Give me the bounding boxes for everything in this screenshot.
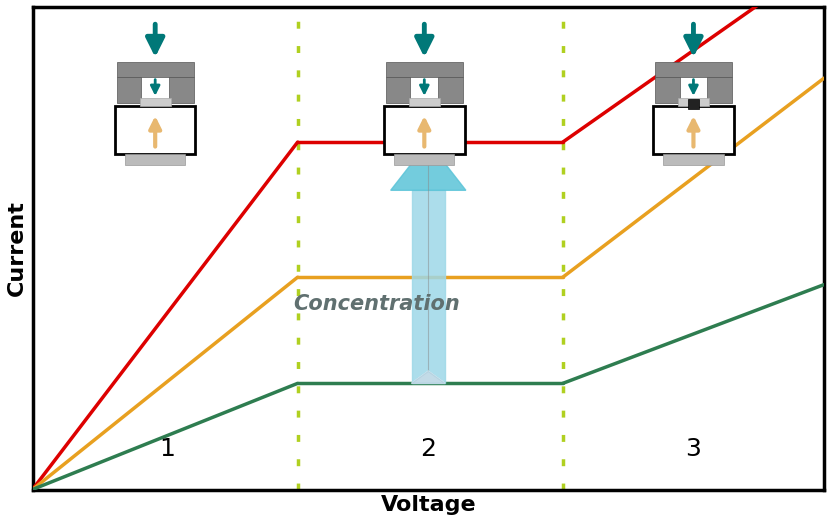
Polygon shape	[411, 191, 445, 383]
Bar	[117, 77, 141, 103]
Bar	[125, 154, 185, 165]
Bar	[384, 106, 465, 154]
Bar	[653, 106, 734, 154]
Bar	[707, 77, 732, 103]
Text: 3: 3	[686, 436, 701, 460]
Polygon shape	[411, 371, 445, 383]
Bar	[170, 77, 194, 103]
X-axis label: Voltage: Voltage	[381, 495, 476, 515]
Text: Concentration: Concentration	[293, 294, 460, 314]
Polygon shape	[391, 142, 466, 191]
Bar	[386, 63, 463, 77]
Bar	[115, 106, 195, 154]
Y-axis label: Current: Current	[7, 200, 27, 296]
Bar	[386, 77, 411, 103]
Bar	[688, 99, 699, 109]
Text: 2: 2	[420, 436, 436, 460]
Bar	[409, 98, 440, 106]
Polygon shape	[411, 371, 445, 383]
Text: 1: 1	[159, 436, 175, 460]
Bar	[438, 77, 463, 103]
Bar	[678, 98, 709, 106]
Bar	[117, 63, 194, 77]
Bar	[394, 154, 455, 165]
Bar	[663, 154, 724, 165]
Bar	[655, 77, 680, 103]
Bar	[655, 63, 732, 77]
Bar	[140, 98, 170, 106]
